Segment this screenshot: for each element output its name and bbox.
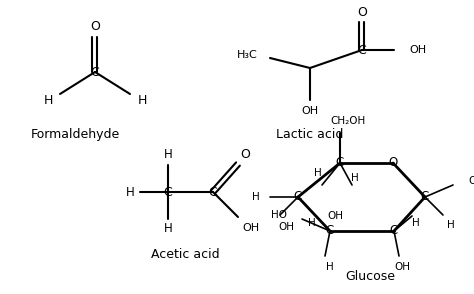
Text: H: H [447,220,455,230]
Text: O: O [357,6,367,19]
Text: H: H [351,173,359,183]
Text: HO: HO [271,210,287,220]
Text: OH: OH [278,222,294,232]
Text: H: H [326,262,334,272]
Text: Acetic acid: Acetic acid [151,248,219,261]
Text: H: H [314,168,322,178]
Text: OH: OH [301,106,319,116]
Text: O: O [240,148,250,161]
Text: C: C [164,186,173,198]
Text: C: C [91,66,100,78]
Text: C: C [357,44,366,56]
Text: C: C [390,225,398,238]
Text: C: C [336,156,344,170]
Text: H: H [308,218,316,228]
Text: H: H [137,94,146,108]
Text: C: C [326,225,334,238]
Text: C: C [209,186,218,198]
Text: H: H [43,94,53,108]
Text: OH: OH [242,223,260,233]
Text: H: H [164,148,173,161]
Text: O: O [388,156,398,170]
Text: OH: OH [468,176,474,186]
Text: OH: OH [409,45,426,55]
Text: H: H [252,192,260,202]
Text: Formaldehyde: Formaldehyde [30,128,119,141]
Text: O: O [90,19,100,33]
Text: OH: OH [327,211,343,221]
Text: CH₂OH: CH₂OH [330,116,365,126]
Text: Lactic acid: Lactic acid [276,128,344,141]
Text: H: H [126,186,134,198]
Text: OH: OH [394,262,410,272]
Text: C: C [421,191,429,203]
Text: C: C [294,191,302,203]
Text: H: H [164,223,173,235]
Text: Glucose: Glucose [345,270,395,283]
Text: H: H [412,218,420,228]
Text: H₃C: H₃C [237,50,258,60]
